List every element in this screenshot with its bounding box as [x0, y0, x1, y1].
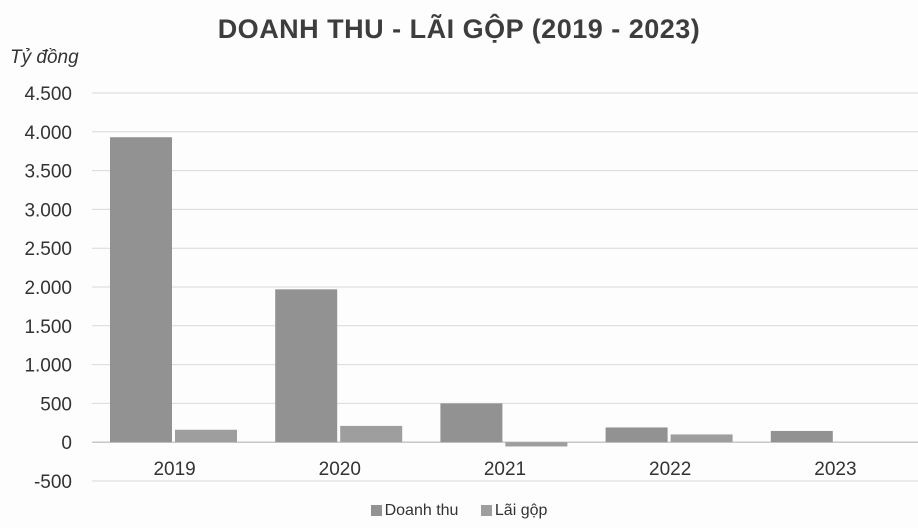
legend-item-lai-gop: Lãi gộp: [480, 502, 548, 520]
legend: Doanh thu Lãi gộp: [0, 502, 918, 520]
y-tick-label: 4.000: [24, 123, 72, 144]
legend-swatch-doanh-thu: [370, 505, 382, 516]
y-tick-label: -500: [34, 472, 72, 493]
x-tick-label: 2020: [319, 459, 361, 480]
legend-swatch-lai-gop: [480, 505, 492, 516]
bar-doanh-thu-2020: [275, 289, 338, 443]
y-tick-label: 0: [61, 433, 72, 454]
y-tick-label: 4.500: [24, 84, 72, 105]
y-tick-label: 3.500: [24, 162, 72, 183]
bar-doanh-thu-2023: [770, 430, 833, 443]
legend-label-lai-gop: Lãi gộp: [494, 502, 548, 519]
y-tick-label: 500: [40, 394, 72, 415]
y-tick-label: 2.500: [24, 239, 72, 260]
x-tick-label: 2019: [153, 459, 195, 480]
plot-area: -500 0 500 1.000 1.500 2.000 2.500 3.000 3.500 4.…: [24, 84, 918, 493]
y-tick-label: 1.000: [24, 356, 72, 377]
x-tick-label: 2022: [649, 459, 691, 480]
legend-label-doanh-thu: Doanh thu: [384, 502, 459, 519]
x-tick-label: 2023: [814, 459, 856, 480]
bar-lai-gop-2021: [505, 442, 568, 447]
legend-item-doanh-thu: Doanh thu: [370, 502, 459, 520]
bar-lai-gop-2019: [175, 429, 237, 443]
bar-lai-gop-2020: [340, 425, 403, 443]
y-axis-unit-label: Tỷ đồng: [10, 47, 79, 68]
x-tick-label: 2021: [484, 459, 526, 480]
bar-doanh-thu-2019: [110, 137, 172, 443]
chart-title: DOANH THU - LÃI GỘP (2019 - 2023): [217, 14, 701, 44]
y-tick-label: 2.000: [24, 278, 72, 299]
bar-doanh-thu-2022: [605, 427, 668, 443]
y-tick-label: 3.000: [24, 200, 72, 221]
bar-doanh-thu-2021: [440, 403, 503, 443]
y-tick-label: 1.500: [24, 317, 72, 338]
bar-lai-gop-2022: [670, 434, 733, 443]
